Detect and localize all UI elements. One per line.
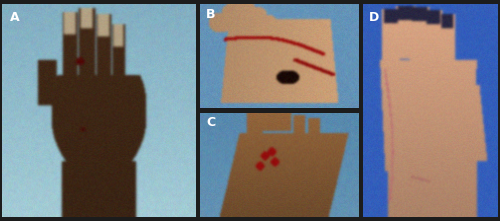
Text: B: B [206,8,216,21]
Text: A: A [10,11,20,24]
Text: C: C [206,116,216,129]
Text: D: D [368,11,378,24]
